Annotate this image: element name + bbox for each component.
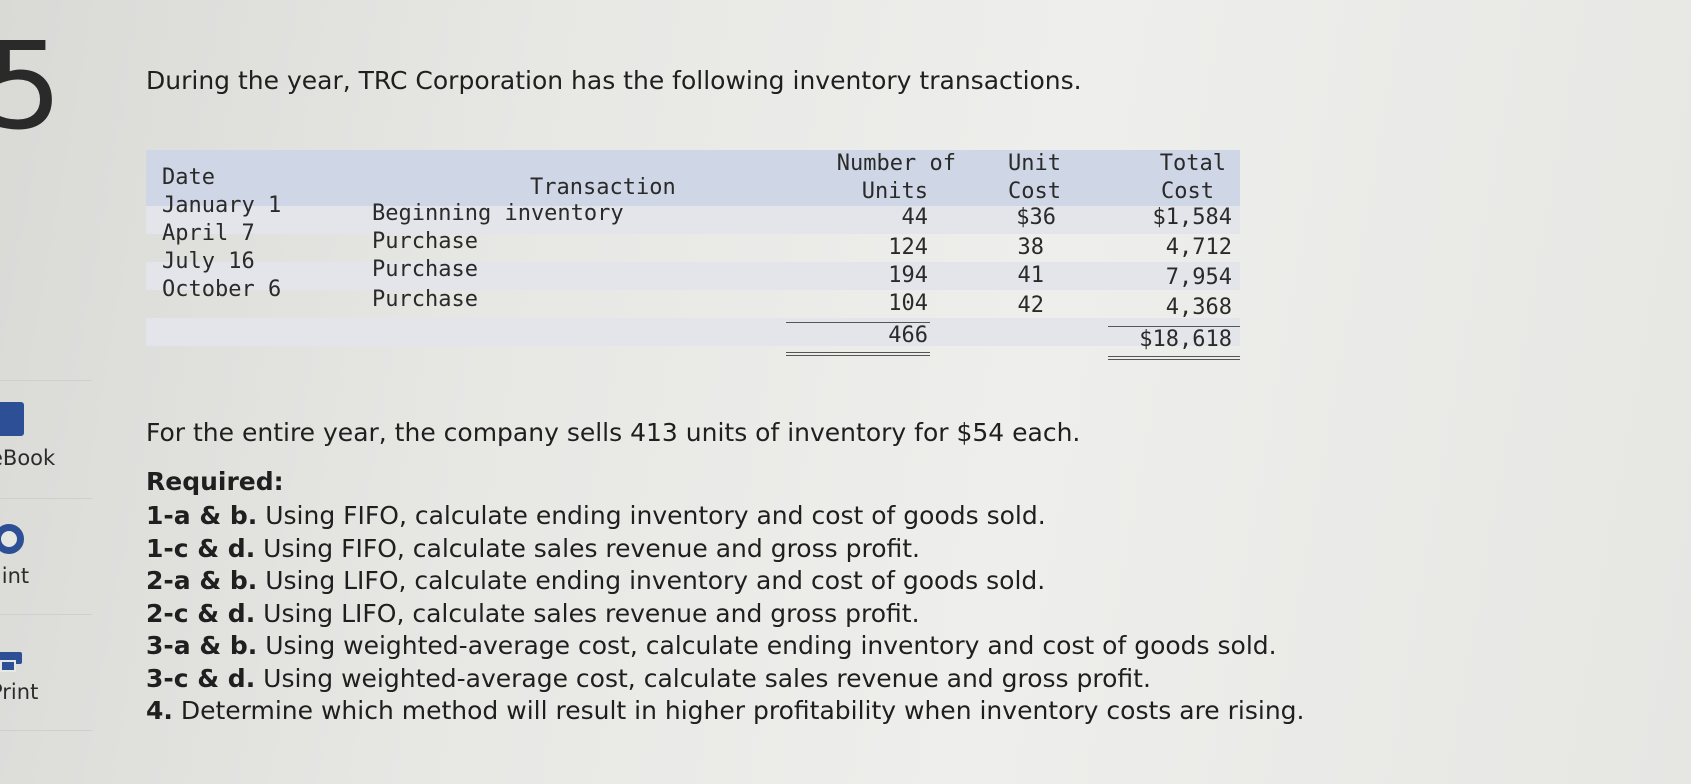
header-units-line2: Units — [861, 179, 928, 204]
required-item-label: 3-a & b. — [146, 631, 258, 660]
required-item-label: 1-a & b. — [146, 501, 258, 530]
row-date: October 6 — [162, 277, 282, 302]
required-item-label: 2-a & b. — [146, 566, 258, 595]
required-item: 1-a & b. Using FIFO, calculate ending in… — [146, 500, 1304, 533]
required-item-text: Using FIFO, calculate sales revenue and … — [263, 533, 920, 563]
row-unit-cost: $36 — [1016, 205, 1056, 230]
sidebar-divider — [0, 380, 92, 381]
required-item-text: Using LIFO, calculate sales revenue and … — [263, 598, 920, 628]
row-transaction: Purchase — [372, 229, 478, 254]
required-item: 4. Determine which method will result in… — [146, 695, 1304, 728]
sidebar-divider — [0, 730, 92, 731]
hint-icon — [0, 524, 24, 554]
header-unit-cost-line2: Cost — [1008, 179, 1061, 204]
row-total-cost: 7,954 — [1165, 265, 1232, 290]
total-cost-subtotal-rule — [1108, 326, 1240, 327]
row-date: April 7 — [162, 221, 255, 246]
units-total-double-rule — [786, 352, 930, 353]
row-unit-cost: 42 — [1017, 293, 1045, 318]
required-section: Required: 1-a & b. Using FIFO, calculate… — [146, 464, 1304, 728]
units-subtotal-rule — [786, 322, 930, 323]
ebook-label: eBook — [0, 446, 56, 470]
required-item-label: 4. — [146, 696, 173, 725]
required-item: 2-a & b. Using LIFO, calculate ending in… — [146, 565, 1304, 598]
units-total-double-rule — [786, 355, 930, 356]
row-unit-cost: 38 — [1017, 235, 1045, 260]
row-units: 194 — [888, 263, 928, 288]
print-label: Print — [0, 680, 39, 704]
cost-total-double-rule — [1108, 359, 1240, 360]
row-total-cost: 4,712 — [1165, 235, 1232, 260]
row-date: July 16 — [162, 249, 255, 274]
required-item-label: 2-c & d. — [146, 598, 256, 628]
ebook-icon — [0, 402, 24, 436]
required-item: 3-a & b. Using weighted-average cost, ca… — [146, 630, 1304, 663]
required-item-text: Determine which method will result in hi… — [180, 696, 1305, 725]
required-item-label: 3-c & d. — [146, 663, 256, 693]
ebook-button[interactable]: eBook — [0, 380, 92, 498]
row-units: 124 — [888, 235, 928, 260]
cost-total-double-rule — [1108, 356, 1240, 357]
header-transaction: Transaction — [530, 175, 676, 200]
row-total-cost: $1,584 — [1152, 205, 1232, 230]
row-transaction: Beginning inventory — [372, 201, 624, 226]
required-item-text: Using weighted-average cost, calculate e… — [265, 631, 1277, 660]
table-header-band — [146, 150, 1240, 206]
header-units-line1: Number of — [836, 151, 956, 176]
sales-text: For the entire year, the company sells 4… — [146, 418, 1081, 447]
total-units: 466 — [888, 323, 928, 348]
question-number: 5 — [0, 18, 63, 157]
table-row-band — [146, 318, 1240, 346]
sidebar-divider — [0, 614, 92, 615]
table-row-band — [146, 262, 1240, 290]
row-units: 104 — [888, 291, 928, 316]
table-row-band — [146, 206, 1240, 234]
row-unit-cost: 41 — [1017, 263, 1045, 288]
header-total-cost-line1: Total — [1159, 151, 1226, 176]
hint-label: Hint — [0, 564, 30, 588]
sidebar-divider — [0, 498, 92, 499]
required-item: 1-c & d. Using FIFO, calculate sales rev… — [146, 533, 1304, 566]
required-item-label: 1-c & d. — [146, 533, 256, 563]
row-total-cost: 4,368 — [1165, 295, 1232, 320]
header-total-cost-line2: Cost — [1161, 179, 1214, 204]
required-item: 3-c & d. Using weighted-average cost, ca… — [146, 663, 1304, 696]
print-icon — [0, 646, 22, 672]
required-title: Required: — [146, 467, 284, 496]
print-button[interactable]: Print — [0, 614, 92, 730]
header-date: Date — [162, 165, 215, 190]
row-date: January 1 — [162, 193, 282, 218]
row-transaction: Purchase — [372, 257, 478, 282]
left-sidebar: 5 eBook Hint Print — [0, 0, 92, 784]
header-unit-cost-line1: Unit — [1008, 151, 1061, 176]
required-item-text: Using weighted-average cost, calculate s… — [263, 663, 1151, 693]
hint-button[interactable]: Hint — [0, 498, 92, 614]
required-item-text: Using LIFO, calculate ending inventory a… — [265, 566, 1046, 595]
required-item: 2-c & d. Using LIFO, calculate sales rev… — [146, 598, 1304, 631]
grand-total-cost: $18,618 — [1139, 327, 1232, 352]
row-transaction: Purchase — [372, 287, 478, 312]
intro-text: During the year, TRC Corporation has the… — [146, 66, 1082, 95]
row-units: 44 — [901, 205, 929, 230]
required-item-text: Using FIFO, calculate ending inventory a… — [265, 501, 1046, 530]
